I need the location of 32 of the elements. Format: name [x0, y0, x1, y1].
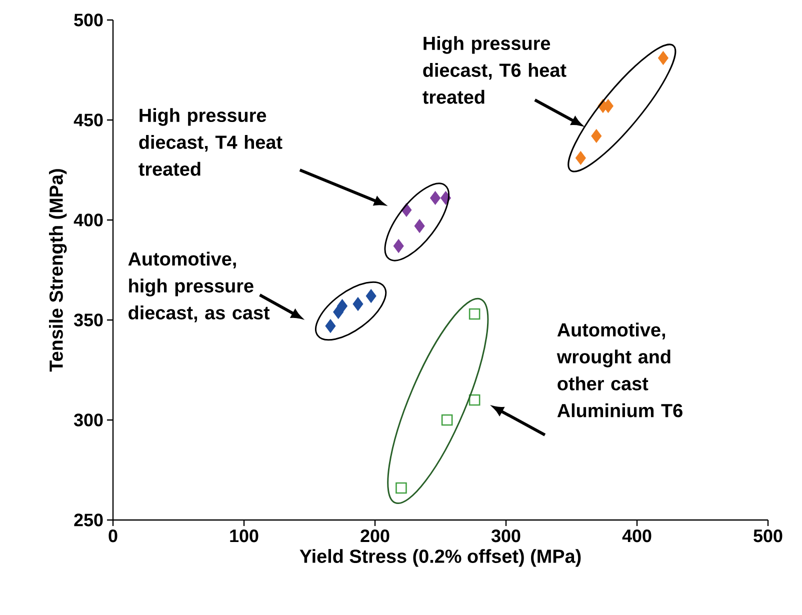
point [468, 394, 480, 406]
annotation: Automotive, high pressure diecast, as cast [128, 252, 270, 322]
point [396, 482, 407, 494]
point [576, 151, 586, 165]
x-tick-label: 400 [622, 529, 652, 542]
point [414, 219, 425, 233]
point [325, 319, 336, 333]
point [591, 129, 602, 143]
y-tick-label: 450 [74, 114, 103, 126]
point [393, 239, 404, 253]
point [352, 297, 364, 311]
point [430, 191, 440, 205]
annotation: Automotive, wrought and other cast Aluminium T6 [556, 322, 682, 418]
annotation: High pressure diecast, T4 heat treated [138, 108, 282, 176]
x-tick-label: 100 [230, 529, 258, 542]
x-tick-label: 0 [108, 529, 118, 542]
point [441, 414, 453, 426]
y-tick-label: 300 [74, 414, 103, 426]
y-tick-label: 250 [74, 514, 103, 526]
y-axis-title: Tensile Strength (MPa) [49, 169, 67, 372]
x-tick-label: 200 [360, 529, 390, 542]
y-tick-label: 500 [74, 14, 103, 26]
y-tick-label: 400 [74, 214, 103, 226]
x-tick-label: 300 [491, 529, 520, 542]
y-tick-label: 350 [74, 314, 103, 326]
x-axis-title: Yield Stress (0.2% offset) (MPa) [300, 549, 581, 567]
point [658, 51, 668, 65]
point [468, 308, 480, 320]
annotation: High pressure diecast, T6 heat treated [422, 36, 566, 104]
point [337, 299, 348, 313]
x-tick-label: 500 [754, 529, 782, 542]
point [366, 289, 376, 303]
